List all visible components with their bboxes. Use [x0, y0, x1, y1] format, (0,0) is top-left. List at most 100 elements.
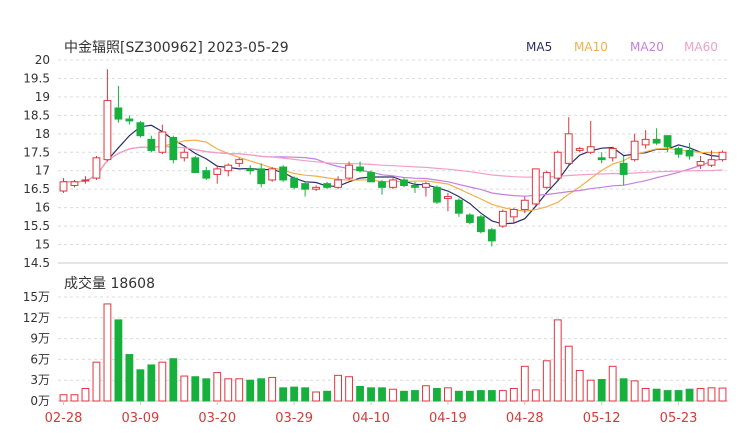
candle-body — [542, 172, 551, 188]
candle-04-03 — [323, 181, 332, 190]
volume-bar-05-26 — [707, 387, 716, 402]
candle-body — [575, 148, 584, 151]
candle-05-12 — [597, 152, 606, 164]
candle-body — [641, 138, 650, 146]
candle-03-22 — [235, 157, 244, 168]
candle-05-19 — [652, 128, 661, 145]
candle-body — [92, 157, 101, 179]
candle-body — [202, 170, 211, 179]
price-tick-label: 18 — [35, 127, 50, 141]
candle-03-30 — [301, 181, 310, 197]
candle-body — [718, 151, 727, 161]
candle-04-19 — [444, 192, 452, 212]
candle-body — [509, 208, 518, 218]
volume-bar-04-06 — [345, 376, 353, 402]
price-tick-label: 15.5 — [23, 219, 50, 233]
candle-05-05 — [542, 170, 551, 190]
volume-bar-03-27 — [268, 376, 277, 402]
candle-body — [235, 159, 244, 164]
candle-03-24 — [257, 163, 266, 188]
price-tick-label: 19 — [35, 90, 50, 104]
volume-y-axis: 15万 12万 9万 6万 3万 0万 — [23, 290, 50, 408]
candle-03-16 — [191, 155, 200, 174]
candle-05-26 — [707, 150, 716, 168]
volume-tick-label: 12万 — [23, 311, 50, 325]
candle-04-25 — [487, 227, 496, 247]
candle-body — [246, 168, 255, 172]
candle-body — [531, 168, 540, 205]
candle-body — [465, 214, 474, 223]
price-tick-label: 16 — [35, 201, 50, 215]
volume-bar-04-28 — [520, 365, 529, 402]
candle-03-10 — [147, 135, 156, 153]
candle-body — [290, 177, 299, 188]
price-tick-label: 16.5 — [23, 182, 50, 196]
volume-bar-05-24 — [685, 388, 694, 402]
volume-bar-05-18 — [641, 388, 650, 402]
candle-04-04 — [334, 176, 342, 190]
candle-03-03 — [92, 155, 101, 180]
volume-bar-04-10 — [367, 387, 375, 402]
volume-bar-05-29 — [718, 387, 727, 402]
volume-bar-04-03 — [323, 390, 332, 402]
candle-body — [169, 137, 178, 161]
volume-bar-05-08 — [553, 319, 562, 402]
candle-04-21 — [465, 213, 474, 225]
candle-03-28 — [279, 165, 288, 182]
candle-body — [564, 133, 573, 164]
candle-body — [180, 151, 189, 159]
volume-bar-04-13 — [400, 390, 408, 402]
volume-bar-03-24 — [257, 378, 266, 402]
price-tick-label: 17.5 — [23, 145, 50, 159]
volume-bar-04-24 — [476, 390, 485, 402]
candle-body — [674, 148, 683, 155]
volume-bar-03-21 — [224, 378, 233, 402]
candle-body — [444, 196, 452, 199]
candle-03-13 — [158, 124, 167, 155]
volume-bar-05-17 — [630, 380, 639, 402]
candle-body — [553, 151, 562, 179]
volume-tick-label: 6万 — [30, 352, 50, 366]
candle-body — [103, 100, 112, 161]
volume-bar-03-03 — [92, 361, 101, 402]
volume-bar-03-30 — [301, 387, 310, 402]
candle-body — [323, 183, 332, 188]
candle-body — [257, 168, 266, 185]
candle-05-09 — [564, 117, 573, 166]
volume-tick-label: 9万 — [30, 332, 50, 346]
candlesticks — [59, 69, 727, 247]
date-tick-label: 05-23 — [660, 411, 698, 426]
volume-bar-03-28 — [279, 387, 288, 402]
candle-body — [136, 122, 145, 137]
volume-bar-04-18 — [433, 388, 441, 402]
candle-body — [685, 149, 694, 157]
volume-bar-03-20 — [213, 372, 222, 402]
volume-bar-04-11 — [378, 387, 386, 402]
candle-03-31 — [312, 185, 321, 192]
ma-legend: MA5 MA10 MA20 MA60 — [526, 40, 718, 54]
candle-body — [367, 172, 375, 183]
candle-body — [433, 186, 441, 203]
date-tick-label: 03-09 — [121, 411, 159, 426]
volume-tick-label: 15万 — [23, 290, 50, 304]
volume-bar-05-09 — [564, 345, 573, 402]
candle-body — [268, 168, 277, 181]
candle-body — [707, 159, 716, 166]
candle-04-28 — [520, 196, 529, 214]
candle-body — [454, 199, 463, 214]
candle-body — [147, 138, 156, 151]
candle-body — [619, 162, 628, 175]
candle-04-24 — [476, 215, 485, 234]
candle-05-17 — [630, 133, 639, 162]
date-tick-label: 03-29 — [275, 411, 313, 426]
candle-body — [520, 199, 529, 210]
chart-title: 中金辐照[SZ300962] 2023-05-29 — [64, 40, 289, 56]
candle-body — [608, 148, 617, 159]
volume-bar-03-15 — [180, 375, 189, 402]
price-tick-label: 18.5 — [23, 108, 50, 122]
volume-bar-05-10 — [575, 369, 584, 402]
candle-04-13 — [400, 178, 408, 188]
volume-bar-05-25 — [696, 388, 705, 402]
candle-body — [630, 140, 639, 161]
legend-ma60: MA60 — [684, 40, 718, 54]
